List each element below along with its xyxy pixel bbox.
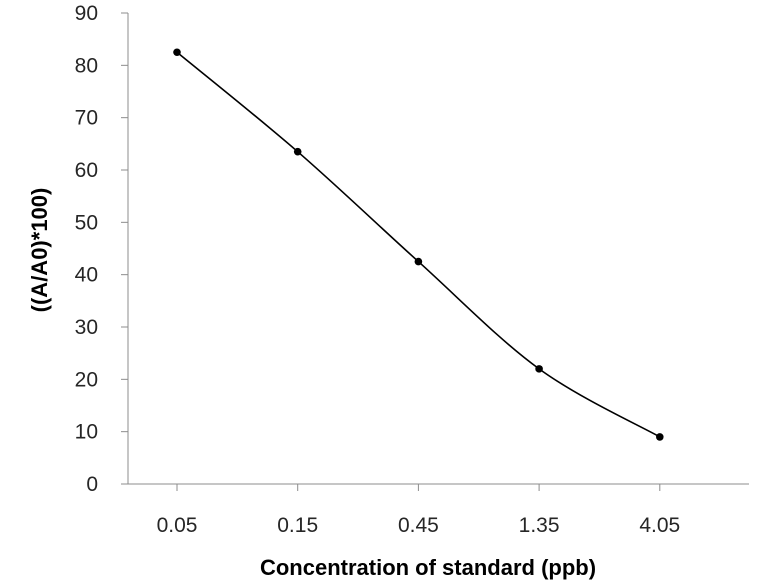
x-tick-label: 0.45 xyxy=(398,514,439,537)
y-axis: 0 10 20 30 40 50 60 70 80 90 xyxy=(75,2,129,496)
data-point xyxy=(656,433,664,441)
y-tick-label: 0 xyxy=(86,473,98,496)
x-tick-label: 1.35 xyxy=(519,514,560,537)
x-axis-title: Concentration of standard (ppb) xyxy=(260,555,596,580)
y-tick-label: 50 xyxy=(75,211,98,234)
y-tick-label: 80 xyxy=(75,54,98,77)
data-point xyxy=(414,257,423,266)
data-point xyxy=(293,147,302,156)
y-tick-label: 10 xyxy=(75,421,98,444)
data-point xyxy=(173,48,181,57)
data-point xyxy=(535,365,543,373)
y-tick-label: 60 xyxy=(75,159,98,182)
x-tick-label: 0.05 xyxy=(157,514,198,537)
y-axis-title: ((A/A0)*100) xyxy=(27,188,52,313)
x-tick-label: 4.05 xyxy=(639,514,680,537)
y-tick-label: 20 xyxy=(75,368,98,391)
x-axis: 0.05 0.15 0.45 1.35 4.05 xyxy=(128,483,749,537)
series xyxy=(173,48,664,441)
y-tick-label: 90 xyxy=(75,2,98,25)
x-tick-label: 0.15 xyxy=(277,514,318,537)
y-tick-label: 30 xyxy=(75,316,98,339)
series-line xyxy=(176,51,661,438)
y-tick-label: 40 xyxy=(75,264,98,287)
y-tick-label: 70 xyxy=(75,107,98,130)
